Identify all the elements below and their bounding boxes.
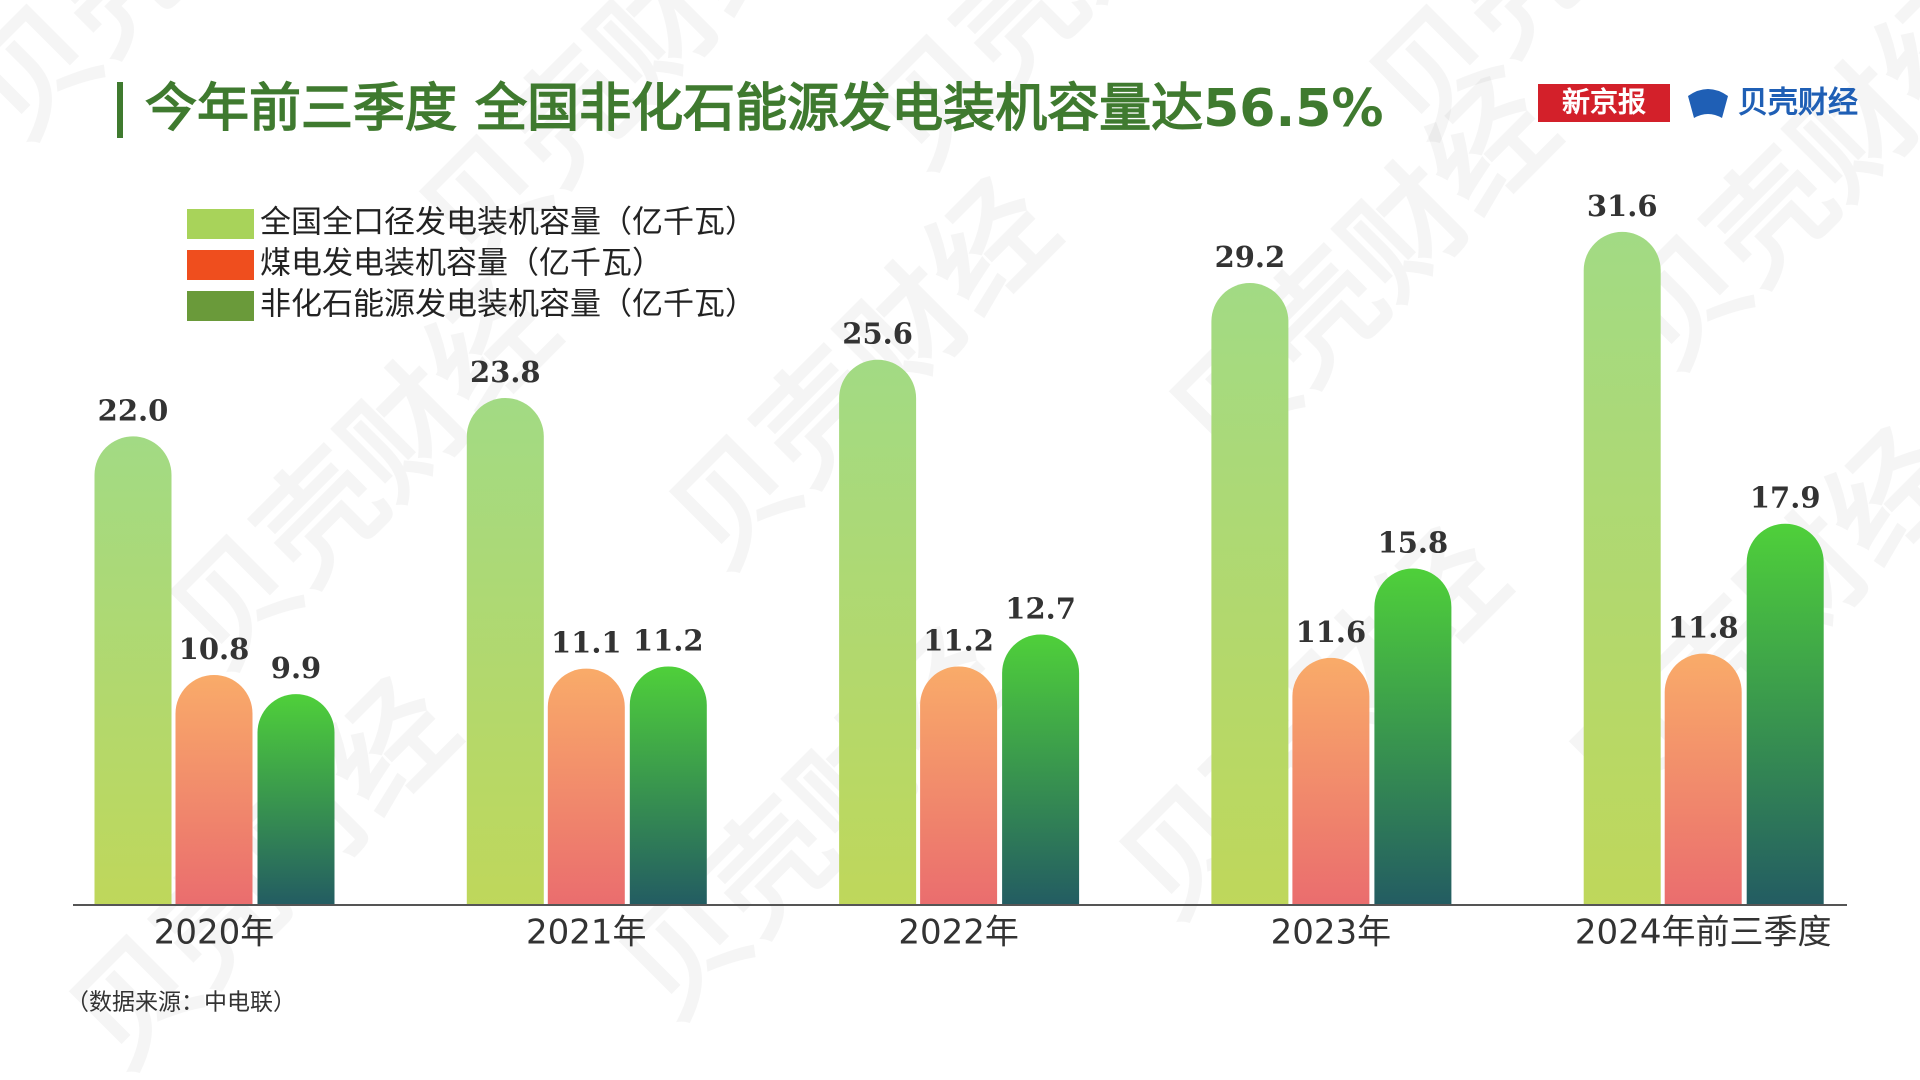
legend-swatch	[187, 250, 254, 280]
data-label: 17.9	[1750, 481, 1821, 515]
bar	[466, 398, 544, 905]
data-label: 15.8	[1378, 525, 1449, 559]
chart-title: 今年前三季度 全国非化石能源发电装机容量达56.5%	[145, 79, 1384, 139]
bar	[1583, 231, 1661, 906]
bar	[1211, 283, 1289, 905]
data-label: 23.8	[470, 355, 541, 389]
bar	[547, 668, 625, 905]
bar	[629, 666, 707, 905]
logo-bkcj: 贝壳财经	[1738, 86, 1858, 121]
legend-swatch	[187, 209, 254, 239]
bar	[94, 436, 172, 905]
bar	[839, 359, 917, 905]
bar	[257, 694, 335, 905]
source-note: （数据来源：中电联）	[66, 990, 296, 1016]
title-bar	[117, 82, 123, 138]
data-label: 11.2	[633, 623, 704, 657]
bar	[1374, 568, 1452, 905]
data-label: 10.8	[179, 632, 250, 666]
data-label: 12.7	[1005, 591, 1076, 625]
data-label: 22.0	[98, 393, 169, 427]
data-label: 25.6	[842, 317, 913, 351]
legend-swatch	[187, 291, 254, 321]
data-label: 11.2	[923, 623, 994, 657]
data-label: 11.6	[1296, 615, 1367, 649]
data-label: 29.2	[1215, 240, 1286, 274]
x-tick-label: 2023年	[1271, 913, 1392, 953]
x-tick-label: 2020年	[154, 913, 275, 953]
logo-xjb: 新京报	[1562, 86, 1646, 119]
data-label: 31.6	[1587, 189, 1658, 223]
logo-box	[1538, 84, 1670, 122]
bar	[1746, 523, 1824, 905]
legend-label: 煤电发电装机容量（亿千瓦）	[260, 246, 663, 282]
plot: 2020年 22.0 10.8 9.9 2021年 23.8 11.1 11.2 2022年 25…	[94, 189, 1832, 953]
x-tick-label: 2022年	[898, 913, 1019, 953]
x-tick-label: 2024年前三季度	[1575, 913, 1832, 953]
data-label: 9.9	[271, 651, 321, 685]
bar	[1292, 657, 1370, 905]
x-tick-label: 2021年	[526, 913, 647, 953]
legend-label: 全国全口径发电装机容量（亿千瓦）	[260, 205, 756, 241]
bar	[920, 666, 998, 905]
logo-icon	[1688, 89, 1728, 118]
legend: 全国全口径发电装机容量（亿千瓦） 煤电发电装机容量（亿千瓦） 非化石能源发电装机容量…	[187, 205, 756, 323]
bar	[1002, 634, 1080, 905]
data-label: 11.1	[551, 626, 622, 660]
data-label: 11.8	[1668, 611, 1739, 645]
bar	[1664, 653, 1742, 905]
bar	[175, 674, 253, 905]
legend-label: 非化石能源发电装机容量（亿千瓦）	[260, 287, 756, 323]
